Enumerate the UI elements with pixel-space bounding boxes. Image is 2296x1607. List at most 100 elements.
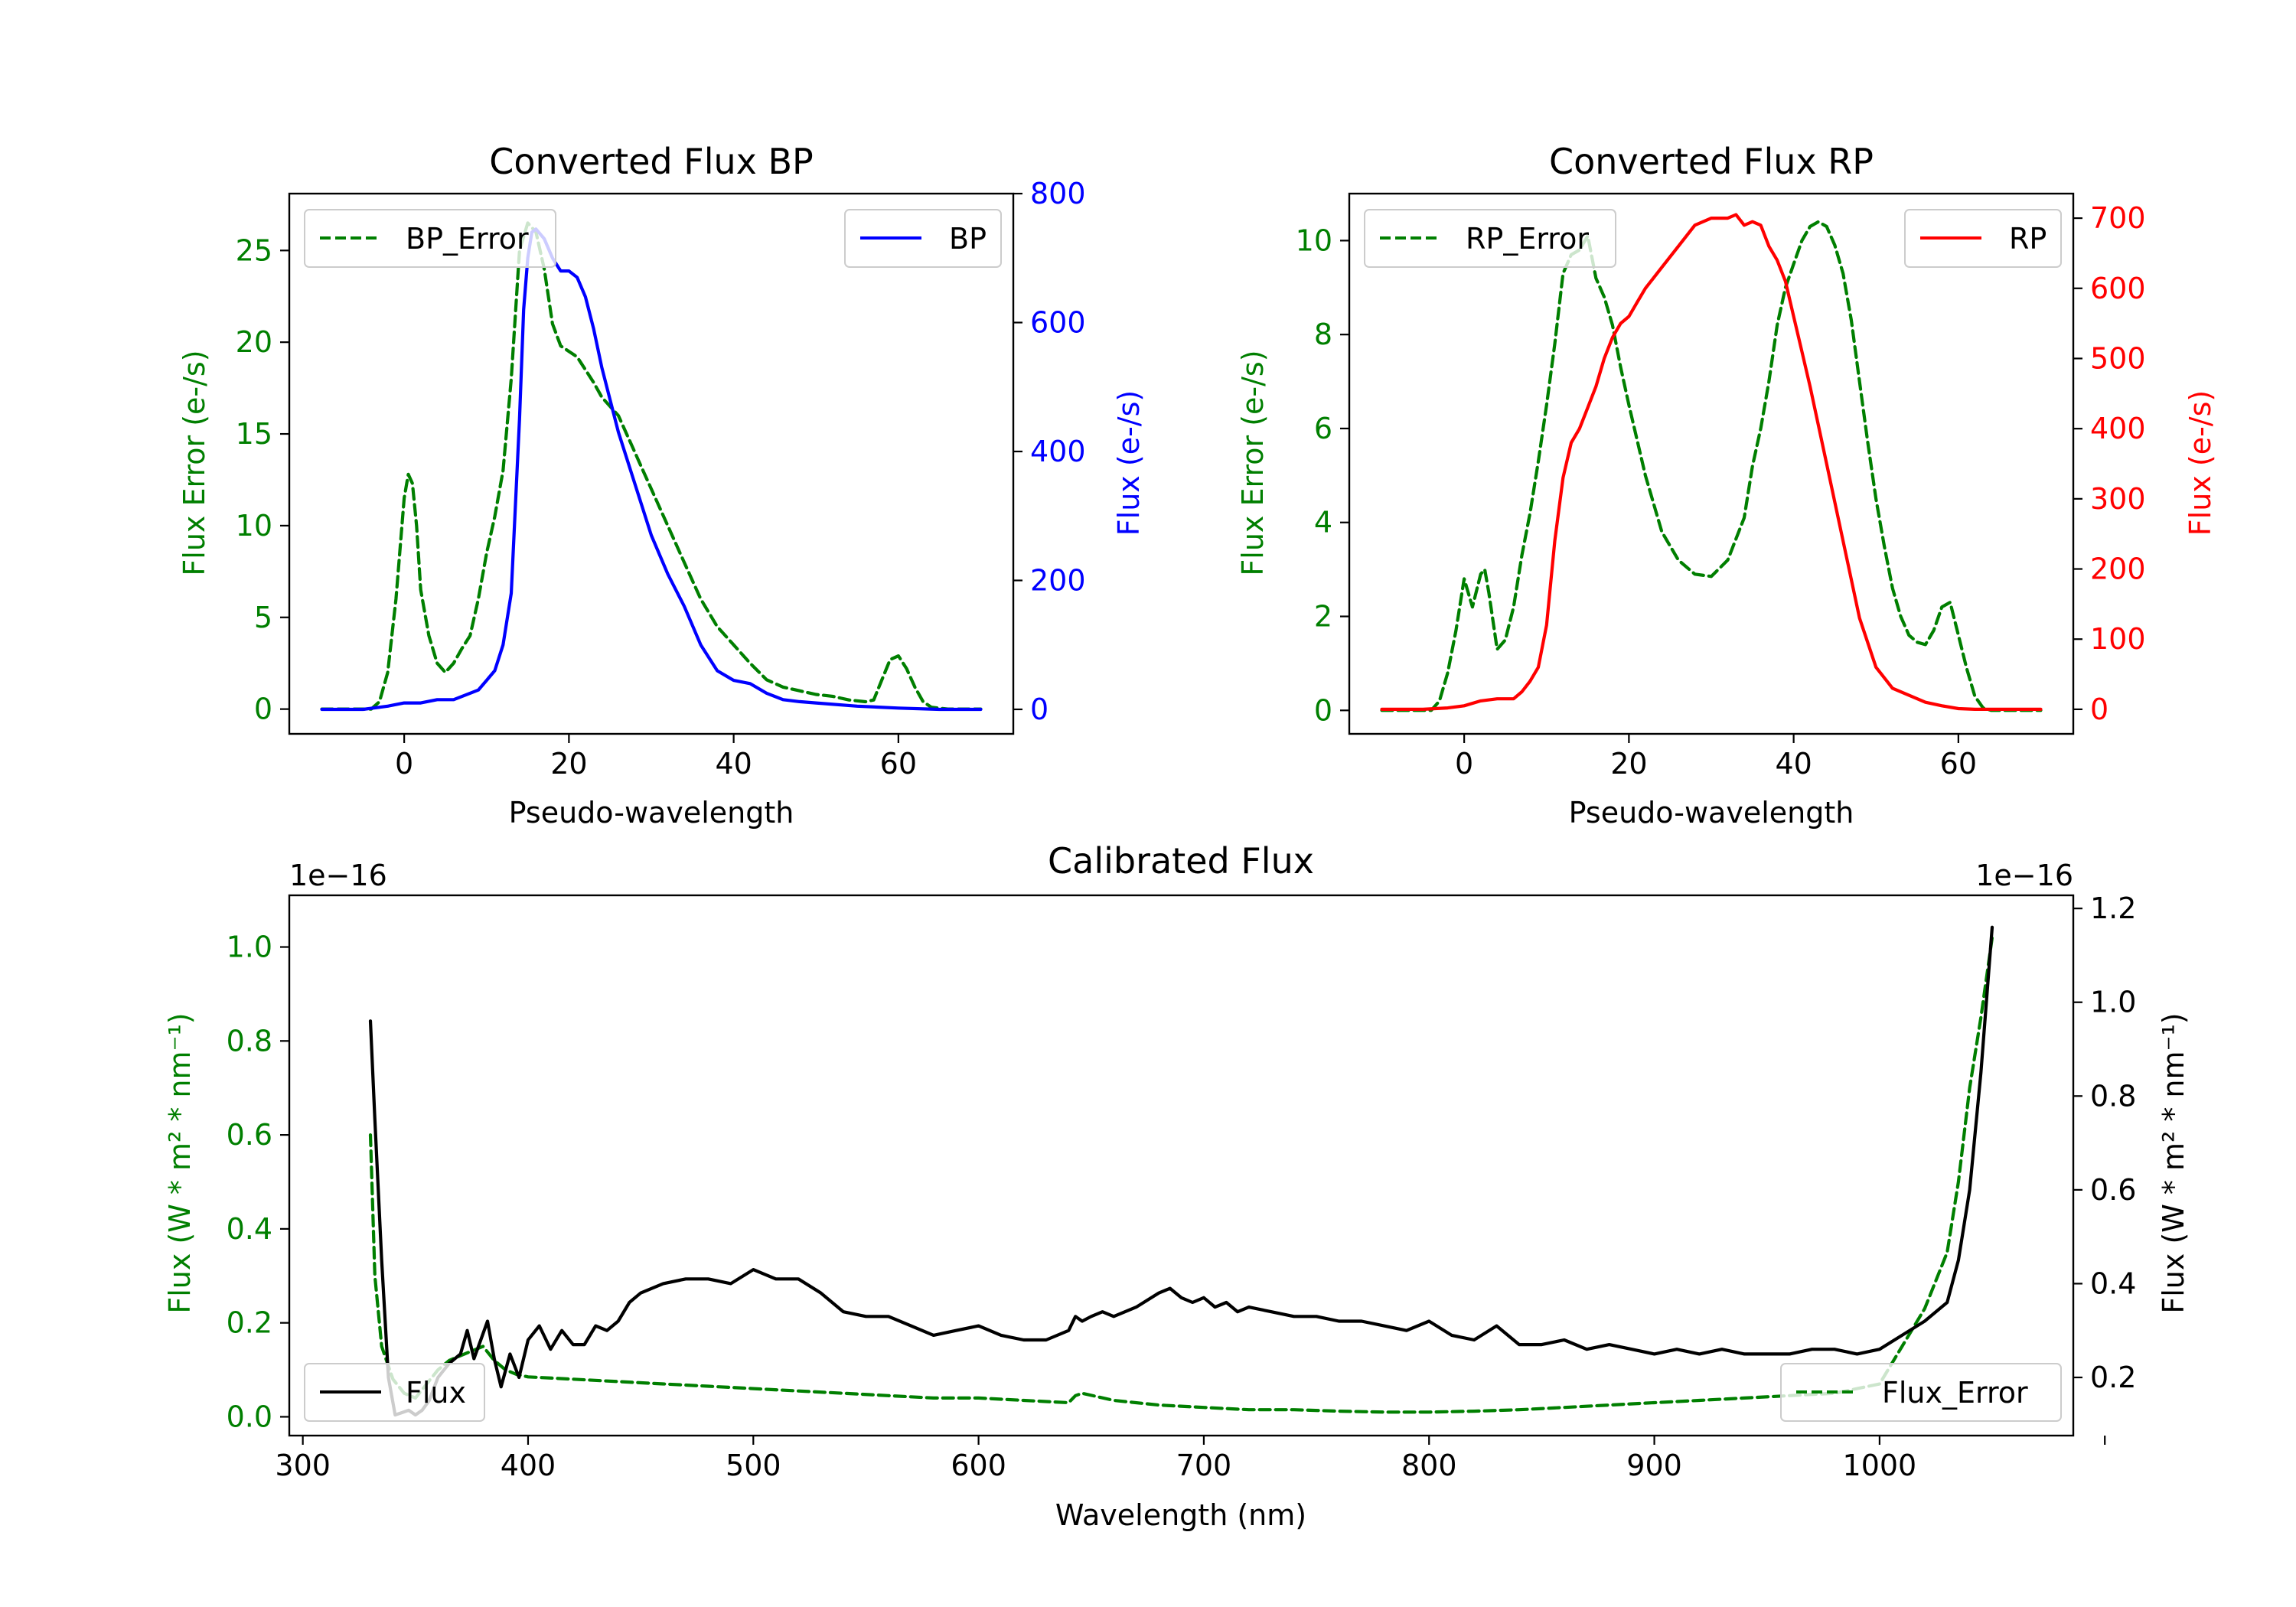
bp-right-axis-label: Flux (e-/s) xyxy=(1112,390,1146,536)
calibrated-legend-flux-label: Flux xyxy=(406,1376,466,1410)
calibrated-right-tick-label: 1.2 xyxy=(2090,892,2136,925)
bp-legend-flux-label: BP xyxy=(949,222,987,256)
bp-x-tick-label: 60 xyxy=(880,747,917,781)
bp-x-tick-label: 40 xyxy=(715,747,752,781)
calibrated-left-tick-label: 0.2 xyxy=(227,1306,272,1340)
rp-x-tick-label: 0 xyxy=(1455,747,1473,781)
calibrated-legend-flux: Flux xyxy=(304,1363,485,1422)
calibrated-left-tick-label: 0.4 xyxy=(227,1212,272,1246)
bp-series-bp xyxy=(320,227,983,712)
rp-right-tick-label: 500 xyxy=(2090,341,2146,375)
bp-left-axis-label: Flux Error (e-/s) xyxy=(178,350,211,575)
calibrated-right-tick-label: 0.4 xyxy=(2090,1266,2136,1300)
rp-x-tick-label: 60 xyxy=(1940,747,1977,781)
calibrated-left-offset-text: 1e−16 xyxy=(289,859,387,892)
rp-series-rp-error xyxy=(1380,220,2043,712)
bp-plot-area xyxy=(320,221,983,712)
bp-x-tick-label: 20 xyxy=(550,747,587,781)
bp-left-tick-label: 10 xyxy=(236,509,272,543)
calibrated-title: Calibrated Flux xyxy=(1048,840,1314,882)
rp-right-tick-label: 100 xyxy=(2090,622,2146,656)
rp-right-tick-label: 400 xyxy=(2090,412,2146,445)
bp-left-ticks: 0 5 10 15 20 25 xyxy=(236,233,289,726)
rp-right-ticks: 0 100 200 300 400 500 600 700 xyxy=(2073,201,2146,726)
calibrated-x-tick-label: 500 xyxy=(726,1449,781,1482)
bp-x-label: Pseudo-wavelength xyxy=(509,796,794,830)
calibrated-right-offset-text: 1e−16 xyxy=(1975,859,2073,892)
rp-plot-area xyxy=(1380,213,2043,712)
calibrated-x-tick-label: 300 xyxy=(275,1449,331,1482)
bp-axes-frame xyxy=(288,192,1015,735)
rp-left-tick-label: 6 xyxy=(1314,412,1332,445)
bp-right-tick-label: 600 xyxy=(1030,305,1086,339)
calibrated-right-tick-label: 1.0 xyxy=(2090,986,2136,1019)
bp-series-bp-error xyxy=(320,221,983,711)
bp-left-tick-label: 20 xyxy=(236,325,272,359)
rp-right-tick-label: 0 xyxy=(2090,693,2108,726)
bp-legend-error-label: BP_Error xyxy=(406,222,529,256)
rp-axes-frame xyxy=(1348,192,2075,735)
rp-left-tick-label: 2 xyxy=(1314,600,1332,634)
rp-right-tick-label: 200 xyxy=(2090,553,2146,586)
calibrated-legend-error-label: Flux_Error xyxy=(1882,1376,2028,1410)
rp-series-rp xyxy=(1380,213,2043,712)
calibrated-x-tick-label: 800 xyxy=(1401,1449,1457,1482)
calibrated-axes-frame xyxy=(288,894,2075,1437)
bp-right-tick-label: 0 xyxy=(1030,693,1049,726)
rp-left-tick-label: 8 xyxy=(1314,318,1332,351)
bp-legend-flux: BP xyxy=(844,209,1002,268)
calibrated-panel: Calibrated Flux 1e−16 1e−16 300 400 500 600… xyxy=(163,840,2190,1532)
rp-title: Converted Flux RP xyxy=(1549,141,1874,182)
bp-x-ticks: 0 20 40 60 xyxy=(395,734,917,781)
calibrated-left-tick-label: 0.0 xyxy=(227,1400,272,1433)
bp-left-tick-label: 0 xyxy=(254,693,272,726)
calibrated-right-tick-label: 0.2 xyxy=(2090,1361,2136,1394)
calibrated-left-ticks: 0.0 0.2 0.4 0.6 0.8 1.0 xyxy=(227,931,289,1433)
bp-right-tick-label: 400 xyxy=(1030,435,1086,468)
rp-left-axis-label: Flux Error (e-/s) xyxy=(1236,350,1270,575)
rp-legend-flux: RP xyxy=(1904,209,2062,268)
bp-title: Converted Flux BP xyxy=(489,141,814,182)
bp-left-tick-label: 15 xyxy=(236,417,272,451)
rp-panel: Converted Flux RP 0 20 40 60 0 2 4 6 8 10 0 100 20… xyxy=(1236,141,2217,830)
calibrated-right-ticks: 0.2 0.4 0.6 0.8 1.0 1.2 xyxy=(2073,892,2136,1394)
rp-x-label: Pseudo-wavelength xyxy=(1569,796,1854,830)
calibrated-x-tick-label: 700 xyxy=(1176,1449,1232,1482)
rp-right-tick-label: 700 xyxy=(2090,201,2146,235)
calibrated-right-axis-label: Flux (W * m² * nm⁻¹) xyxy=(2157,1012,2190,1313)
rp-x-ticks: 0 20 40 60 xyxy=(1455,734,1977,781)
rp-legend-error-label: RP_Error xyxy=(1466,222,1589,256)
calibrated-series-flux xyxy=(368,925,1994,1417)
bp-left-tick-label: 5 xyxy=(254,601,272,634)
bp-right-tick-label: 200 xyxy=(1030,563,1086,597)
calibrated-x-tick-label: 900 xyxy=(1626,1449,1682,1482)
bp-panel: Converted Flux BP 0 20 40 60 0 5 10 15 20 25 0 20… xyxy=(178,141,1146,830)
rp-right-tick-label: 300 xyxy=(2090,482,2146,516)
calibrated-x-tick-label: 600 xyxy=(951,1449,1006,1482)
rp-left-tick-label: 4 xyxy=(1314,506,1332,539)
rp-left-tick-label: 0 xyxy=(1314,693,1332,727)
rp-right-axis-label: Flux (e-/s) xyxy=(2183,390,2217,536)
rp-x-tick-label: 20 xyxy=(1610,747,1647,781)
calibrated-right-tick-label: 0.6 xyxy=(2090,1173,2136,1207)
calibrated-left-axis-label: Flux (W * m² * nm⁻¹) xyxy=(163,1012,197,1313)
calibrated-legend-error: Flux_Error xyxy=(1780,1363,2062,1422)
calibrated-right-tick-label: 0.8 xyxy=(2090,1079,2136,1113)
bp-legend-error: BP_Error xyxy=(304,209,556,268)
calibrated-x-tick-label: 400 xyxy=(501,1449,556,1482)
calibrated-left-tick-label: 0.6 xyxy=(227,1118,272,1152)
bp-right-ticks: 0 200 400 600 800 xyxy=(1013,177,1086,726)
bp-left-tick-label: 25 xyxy=(236,233,272,267)
rp-left-ticks: 0 2 4 6 8 10 xyxy=(1296,223,1349,727)
bp-x-tick-label: 0 xyxy=(395,747,413,781)
rp-right-tick-label: 600 xyxy=(2090,272,2146,305)
rp-left-tick-label: 10 xyxy=(1296,223,1332,257)
calibrated-x-ticks: 300 400 500 600 700 800 900 1000 xyxy=(275,1436,2106,1482)
rp-legend-flux-label: RP xyxy=(2009,222,2047,256)
calibrated-x-label: Wavelength (nm) xyxy=(1055,1498,1306,1532)
rp-legend-error: RP_Error xyxy=(1364,209,1616,268)
rp-x-tick-label: 40 xyxy=(1775,747,1812,781)
calibrated-left-tick-label: 0.8 xyxy=(227,1024,272,1058)
calibrated-left-tick-label: 1.0 xyxy=(227,931,272,964)
